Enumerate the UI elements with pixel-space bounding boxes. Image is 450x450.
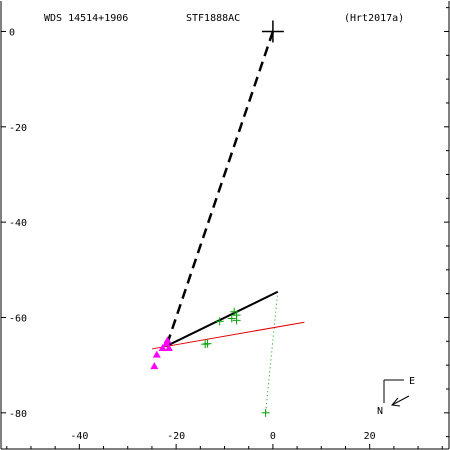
y-tick-label: -60 (9, 313, 27, 324)
tick-labels: 0 -20 -40 -60 -80 -40 -20 0 20 (9, 27, 376, 442)
header-pair-name: STF1888AC (186, 13, 240, 24)
compass-arrow-head (391, 397, 401, 407)
y-tick-label: -40 (9, 218, 27, 229)
compass-east-label: E (409, 376, 415, 387)
red-reference-line (151, 321, 305, 350)
x-tick-label: 20 (364, 431, 376, 442)
y-tick-label: 0 (9, 27, 15, 38)
magenta-observation (150, 362, 159, 370)
axis-ticks (1, 7, 449, 449)
orbit-lines (151, 31, 305, 413)
magenta-observation (158, 343, 167, 351)
observation-points (150, 20, 284, 417)
dashed-connector-line (165, 31, 275, 347)
header-star-id: WDS 14514+1906 (44, 13, 128, 24)
magenta-observation (152, 350, 161, 358)
x-tick-label: -40 (70, 431, 88, 442)
compass: E N (377, 376, 415, 417)
compass-north-label: N (377, 406, 383, 417)
magenta-observation (162, 339, 171, 347)
x-tick-label: -20 (167, 431, 185, 442)
fitted-orbit-line (166, 290, 279, 347)
x-tick-label: 0 (270, 431, 276, 442)
y-tick-label: -20 (9, 123, 27, 134)
y-tick-label: -80 (9, 409, 27, 420)
magenta-observation (164, 343, 173, 351)
header-reference: (Hrt2017a) (344, 13, 404, 24)
dotted-connector-line (265, 291, 279, 413)
compass-motion-arrow (391, 395, 410, 406)
